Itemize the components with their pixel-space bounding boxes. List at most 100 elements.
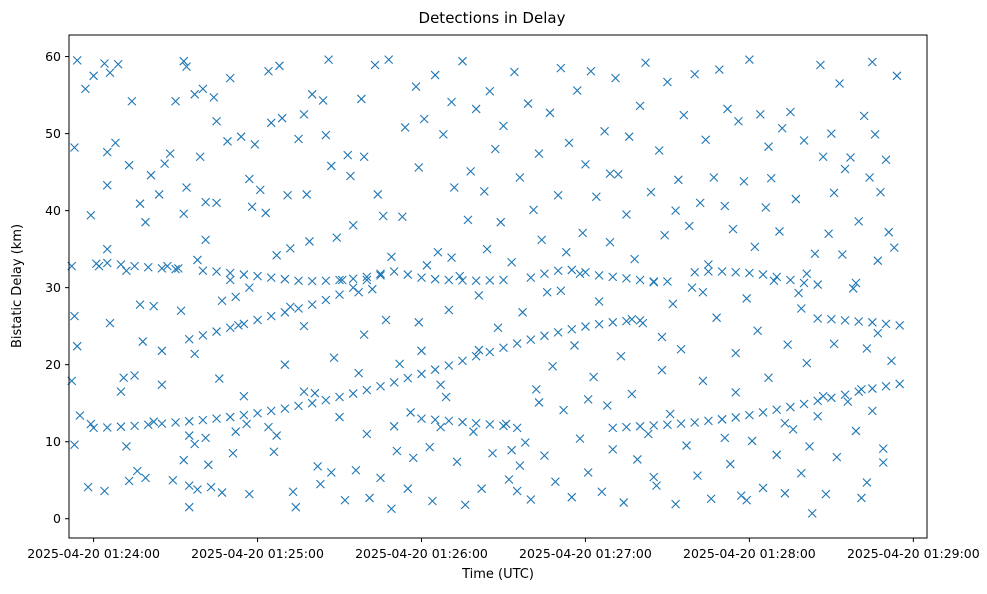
data-point	[485, 419, 495, 429]
data-point	[846, 153, 855, 162]
data-point	[758, 408, 768, 417]
data-point	[652, 481, 661, 491]
data-point	[343, 150, 353, 160]
data-point	[665, 409, 675, 419]
data-point	[616, 351, 626, 361]
data-point	[378, 211, 388, 221]
data-point	[105, 318, 115, 328]
data-point	[892, 71, 902, 81]
data-point	[184, 334, 194, 344]
data-point	[479, 186, 489, 196]
y-tick-label: 40	[45, 203, 61, 218]
data-point	[365, 493, 374, 503]
data-point	[116, 387, 126, 397]
data-point	[567, 265, 577, 275]
data-point	[179, 455, 189, 465]
y-tick-label: 60	[45, 49, 61, 64]
data-point	[89, 423, 98, 433]
data-point	[515, 461, 525, 470]
data-point	[870, 129, 880, 139]
data-point	[712, 313, 721, 323]
data-point	[266, 273, 276, 283]
data-point	[318, 96, 328, 105]
data-point	[75, 411, 85, 420]
data-point	[788, 425, 798, 434]
data-point	[329, 353, 339, 363]
data-point	[201, 235, 211, 245]
data-point	[698, 287, 708, 297]
data-point	[485, 275, 495, 285]
y-axis-ticks: 0 10 20 30 40 50 60	[45, 49, 69, 526]
data-point	[255, 185, 265, 195]
data-point	[471, 104, 481, 114]
data-point	[203, 460, 213, 470]
data-point	[376, 270, 385, 280]
data-point	[540, 331, 549, 341]
data-point	[794, 288, 803, 298]
data-point	[102, 423, 112, 432]
data-point	[622, 422, 631, 432]
data-point	[198, 266, 208, 276]
data-point	[239, 410, 249, 420]
data-point	[553, 190, 563, 200]
data-point	[818, 391, 828, 401]
data-point	[444, 416, 454, 426]
data-point	[195, 152, 205, 162]
data-point	[173, 264, 183, 273]
data-point	[316, 479, 325, 489]
data-point	[608, 423, 618, 433]
data-point	[321, 295, 331, 305]
data-point	[72, 56, 82, 65]
data-point	[600, 126, 609, 136]
data-point	[337, 275, 347, 285]
data-point	[594, 319, 604, 329]
plot-area-frame	[68, 34, 928, 539]
x-axis-label: Time (UTC)	[461, 567, 534, 582]
data-point	[717, 414, 727, 424]
data-point	[635, 316, 645, 325]
data-point	[510, 67, 519, 77]
data-point	[499, 343, 508, 353]
data-point	[362, 385, 372, 395]
data-point	[873, 328, 883, 338]
data-point	[239, 319, 249, 329]
data-point	[687, 283, 697, 293]
data-point	[280, 360, 290, 370]
data-point	[608, 317, 618, 327]
data-point	[540, 451, 549, 460]
data-point	[206, 482, 216, 492]
data-point	[867, 384, 877, 393]
data-point	[436, 422, 446, 432]
data-point	[775, 227, 784, 236]
data-point	[857, 493, 866, 503]
data-point	[485, 347, 495, 357]
data-point	[438, 129, 448, 139]
data-point	[214, 374, 224, 383]
data-point	[878, 458, 888, 467]
data-point	[504, 475, 514, 484]
data-point	[531, 384, 541, 394]
data-point	[425, 442, 435, 452]
data-point	[518, 307, 527, 317]
data-point	[362, 272, 372, 282]
data-point	[244, 489, 254, 499]
data-point	[854, 387, 864, 397]
data-point	[190, 439, 200, 449]
data-point	[198, 84, 208, 94]
data-point	[376, 473, 385, 483]
data-point	[471, 276, 481, 286]
data-point	[417, 414, 426, 423]
data-point	[755, 109, 765, 119]
data-point	[534, 398, 544, 407]
data-point	[676, 344, 686, 354]
data-point	[430, 415, 440, 425]
data-point	[113, 59, 123, 69]
data-point	[865, 173, 875, 182]
data-point	[70, 311, 79, 321]
data-point	[799, 278, 809, 288]
data-point	[160, 159, 170, 169]
data-point	[594, 270, 604, 280]
data-point	[154, 190, 164, 199]
